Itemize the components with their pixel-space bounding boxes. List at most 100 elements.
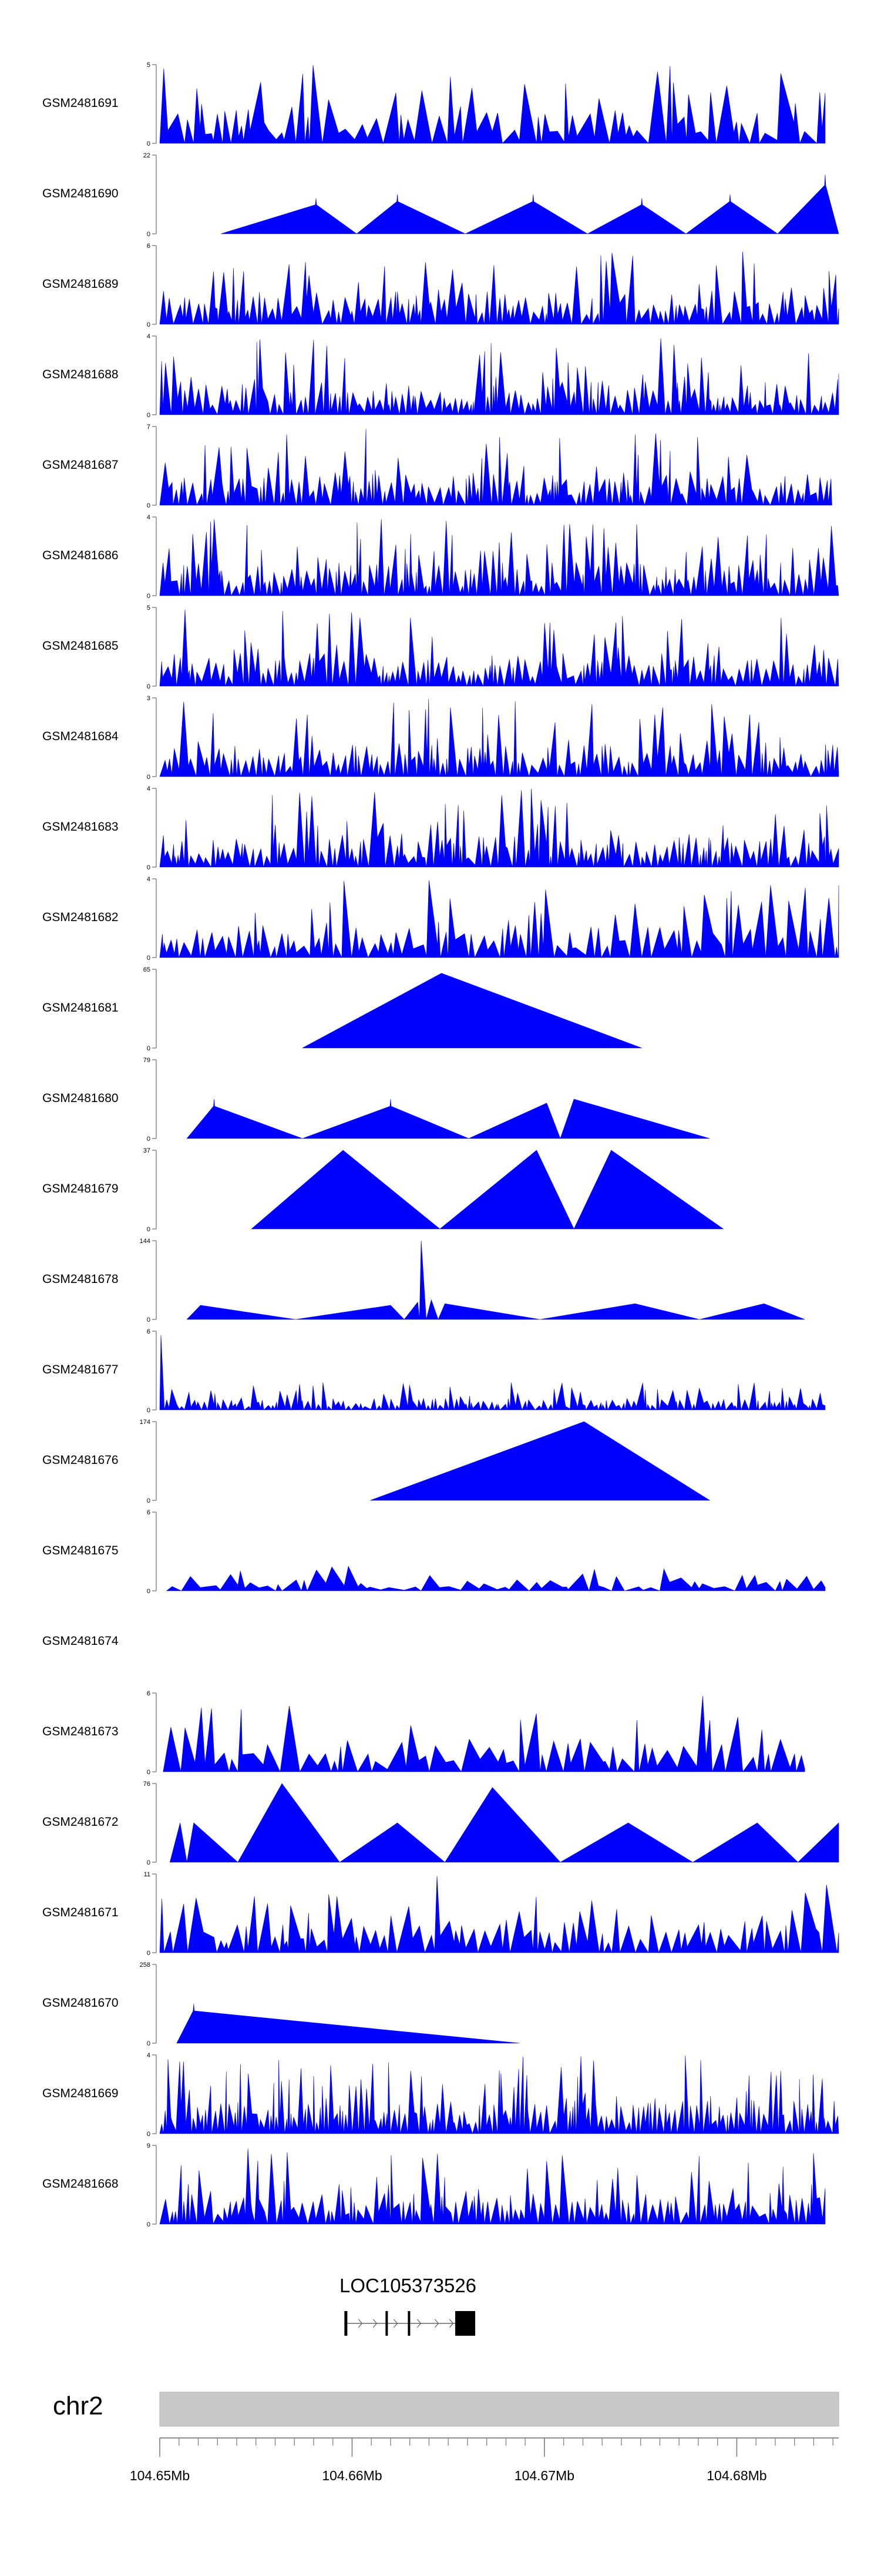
y-tick-label-zero: 0 xyxy=(147,1045,150,1052)
track-GSM2481672: GSM2481672 76 0 xyxy=(42,1781,839,1866)
y-tick-label-max: 144 xyxy=(140,1238,150,1245)
y-tick-label-max: 6 xyxy=(147,1509,150,1516)
y-tick-label-max: 37 xyxy=(143,1147,150,1154)
track-GSM2481674: GSM2481674 xyxy=(42,1634,119,1648)
coverage-area xyxy=(159,609,839,687)
gene-track: LOC105373526 xyxy=(339,2275,476,2336)
coverage-area xyxy=(159,698,839,778)
track-label: GSM2481672 xyxy=(42,1815,119,1829)
gene-exon xyxy=(385,2311,388,2336)
coverage-area xyxy=(166,1566,826,1592)
track-label: GSM2481680 xyxy=(42,1091,119,1105)
y-tick-label-zero: 0 xyxy=(147,1497,150,1504)
y-tick-label-max: 65 xyxy=(143,966,150,973)
genome-axis: chr2 104.65Mb 104.66Mb 104.67Mb 104.68Mb xyxy=(53,2392,839,2483)
track-GSM2481685: GSM2481685 5 0 xyxy=(42,604,839,690)
y-tick-label-zero: 0 xyxy=(147,231,150,238)
coverage-area xyxy=(186,1240,805,1320)
y-tick-label-zero: 0 xyxy=(147,2040,150,2047)
track-GSM2481682: GSM2481682 4 0 xyxy=(42,876,839,962)
y-tick-label-max: 4 xyxy=(147,2052,150,2059)
coverage-area xyxy=(159,429,832,506)
coverage-area xyxy=(159,2055,839,2135)
track-label: GSM2481677 xyxy=(42,1363,119,1376)
y-tick-label-max: 174 xyxy=(140,1419,150,1426)
track-GSM2481688: GSM2481688 4 0 xyxy=(42,333,839,419)
y-tick-label-max: 258 xyxy=(140,1962,150,1969)
track-label: GSM2481690 xyxy=(42,187,119,200)
track-label: GSM2481676 xyxy=(42,1453,119,1467)
track-GSM2481673: GSM2481673 6 0 xyxy=(42,1690,805,1776)
y-tick-label-zero: 0 xyxy=(147,1407,150,1414)
gene-label: LOC105373526 xyxy=(339,2275,476,2296)
y-tick-label-zero: 0 xyxy=(147,593,150,600)
gene-strand-arrow xyxy=(434,2319,439,2328)
y-tick-label-max: 4 xyxy=(147,785,150,792)
track-GSM2481691: GSM2481691 5 0 xyxy=(42,62,826,147)
y-tick-label-zero: 0 xyxy=(147,321,150,328)
coverage-area xyxy=(159,251,839,325)
gene-exon xyxy=(408,2311,411,2336)
track-label: GSM2481687 xyxy=(42,458,119,472)
x-tick-label: 104.65Mb xyxy=(130,2468,190,2483)
coverage-area xyxy=(220,174,839,234)
track-GSM2481681: GSM2481681 65 0 xyxy=(42,966,642,1052)
track-label: GSM2481684 xyxy=(42,730,119,743)
coverage-area xyxy=(159,65,826,145)
coverage-area xyxy=(159,519,839,597)
track-label: GSM2481681 xyxy=(42,1001,119,1015)
y-tick-label-max: 9 xyxy=(147,2142,150,2150)
y-tick-label-zero: 0 xyxy=(147,1588,150,1595)
coverage-area xyxy=(370,1421,711,1501)
y-tick-label-max: 79 xyxy=(143,1057,150,1064)
y-tick-label-zero: 0 xyxy=(147,502,150,509)
y-tick-label-zero: 0 xyxy=(147,774,150,781)
y-tick-label-zero: 0 xyxy=(147,1226,150,1233)
track-label: GSM2481688 xyxy=(42,368,119,381)
gene-exon-utr xyxy=(455,2311,476,2336)
y-tick-label-max: 22 xyxy=(143,152,150,159)
coverage-area xyxy=(159,338,839,415)
track-label: GSM2481685 xyxy=(42,639,119,653)
coverage-area xyxy=(163,1696,805,1773)
y-tick-label-zero: 0 xyxy=(147,2221,150,2228)
coverage-area xyxy=(251,1150,724,1230)
track-label: GSM2481671 xyxy=(42,1906,119,1919)
y-tick-label-max: 4 xyxy=(147,333,150,340)
coverage-area xyxy=(159,788,839,868)
y-tick-label-zero: 0 xyxy=(147,1950,150,1957)
chromosome-ideogram xyxy=(159,2392,839,2427)
track-GSM2481669: GSM2481669 4 0 xyxy=(42,2052,839,2138)
track-GSM2481677: GSM2481677 6 0 xyxy=(42,1328,826,1414)
y-tick-label-max: 4 xyxy=(147,876,150,883)
y-tick-label-zero: 0 xyxy=(147,1316,150,1324)
track-label: GSM2481674 xyxy=(42,1634,119,1648)
coverage-area xyxy=(176,2003,520,2044)
y-tick-label-max: 6 xyxy=(147,1690,150,1697)
coverage-area xyxy=(159,1876,839,1954)
gene-exon xyxy=(344,2311,348,2336)
track-GSM2481670: GSM2481670 258 0 xyxy=(42,1962,520,2047)
track-GSM2481680: GSM2481680 79 0 xyxy=(42,1057,710,1143)
y-tick-label-max: 5 xyxy=(147,604,150,612)
track-label: GSM2481669 xyxy=(42,2087,119,2100)
track-GSM2481683: GSM2481683 4 0 xyxy=(42,785,839,871)
track-label: GSM2481670 xyxy=(42,1996,119,2010)
y-tick-label-max: 6 xyxy=(147,243,150,250)
track-GSM2481671: GSM2481671 11 0 xyxy=(42,1871,839,1957)
track-GSM2481679: GSM2481679 37 0 xyxy=(42,1147,724,1233)
gene-strand-arrow xyxy=(416,2319,422,2328)
track-label: GSM2481679 xyxy=(42,1182,119,1195)
track-label: GSM2481689 xyxy=(42,277,119,291)
coverage-area xyxy=(186,1099,710,1139)
y-tick-label-zero: 0 xyxy=(147,1769,150,1776)
y-tick-label-zero: 0 xyxy=(147,683,150,690)
y-tick-label-max: 3 xyxy=(147,695,150,702)
coverage-area xyxy=(159,2148,826,2225)
y-tick-label-max: 4 xyxy=(147,514,150,521)
track-GSM2481689: GSM2481689 6 0 xyxy=(42,243,839,328)
y-tick-label-zero: 0 xyxy=(147,140,150,147)
track-label: GSM2481683 xyxy=(42,820,119,834)
track-label: GSM2481668 xyxy=(42,2177,119,2191)
